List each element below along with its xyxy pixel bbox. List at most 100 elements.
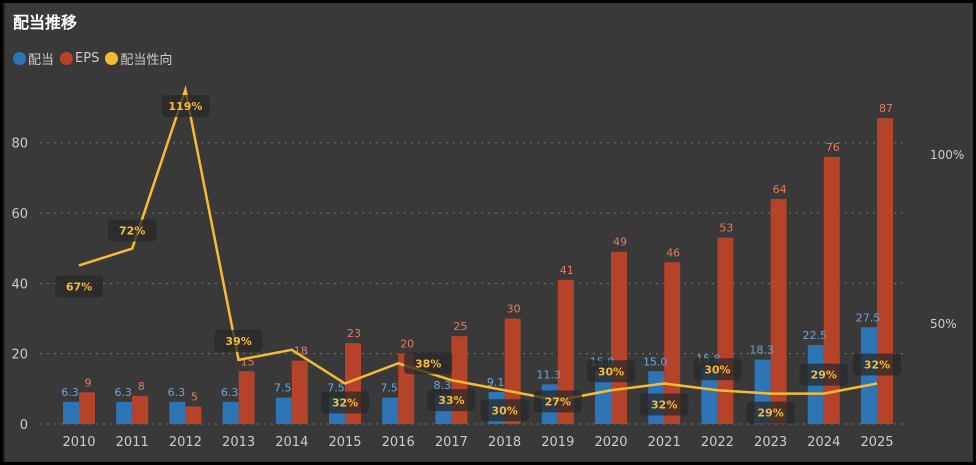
x-tick-label: 2013	[222, 435, 255, 450]
payout-data-label: 33%	[438, 394, 464, 407]
payout-data-label: 32%	[651, 399, 677, 412]
dividend-data-label: 6.3	[221, 386, 239, 399]
eps-data-label: 5	[191, 390, 198, 403]
dividend-data-label: 18.3	[749, 344, 774, 357]
dividend-bar	[595, 371, 611, 424]
dividend-bar	[701, 368, 718, 424]
x-tick-label: 2017	[435, 435, 468, 450]
x-tick-label: 2012	[169, 435, 202, 450]
dividend-data-label: 6.3	[114, 386, 132, 399]
payout-data-label: 67%	[66, 280, 92, 293]
eps-bar	[770, 198, 787, 424]
dividend-data-label: 15.0	[643, 355, 668, 368]
left-tick-label: 40	[11, 277, 28, 292]
payout-label-box	[480, 399, 529, 422]
legend-label: EPS	[75, 51, 100, 66]
eps-bar	[557, 279, 574, 424]
eps-bar	[185, 406, 202, 424]
payout-label-box	[214, 329, 263, 352]
payout-label-box	[693, 358, 742, 381]
eps-bar	[132, 395, 149, 424]
dividend-data-label: 22.5	[803, 329, 828, 342]
eps-bar	[504, 318, 521, 424]
left-tick-label: 60	[11, 207, 28, 222]
payout-label-box	[161, 95, 210, 117]
eps-data-label: 9	[85, 376, 92, 389]
x-tick-label: 2020	[594, 435, 627, 450]
eps-bar	[717, 237, 734, 424]
payout-data-label: 119%	[168, 100, 202, 113]
eps-data-label: 30	[507, 303, 521, 316]
x-tick-label: 2022	[701, 435, 734, 450]
payout-data-label: 72%	[119, 225, 145, 238]
eps-bar	[79, 392, 95, 424]
payout-label-box	[55, 275, 103, 298]
legend-item-eps[interactable]: EPS	[60, 51, 99, 66]
x-tick-label: 2015	[328, 435, 361, 450]
legend-dot-icon	[60, 52, 74, 65]
legend-label: 配当性向	[120, 53, 173, 68]
dividend-bar	[63, 401, 79, 424]
payout-data-label: 32%	[332, 397, 358, 410]
eps-data-label: 64	[773, 183, 787, 196]
eps-data-label: 49	[613, 236, 627, 249]
payout-label-box	[533, 390, 582, 413]
payout-data-label: 30%	[704, 363, 730, 376]
dividend-bar	[861, 327, 877, 424]
eps-bar	[291, 360, 308, 424]
payout-data-label: 30%	[598, 365, 624, 378]
x-tick-label: 2023	[754, 435, 787, 450]
payout-label-box	[321, 391, 369, 414]
x-tick-label: 2024	[807, 435, 840, 450]
dividend-bar	[116, 401, 133, 424]
eps-data-label: 53	[719, 222, 733, 235]
payout-data-label: 38%	[415, 357, 441, 370]
payout-label-box	[108, 219, 157, 242]
payout-label-box	[640, 393, 689, 416]
dividend-bar	[169, 401, 186, 424]
payout-label-box	[853, 353, 901, 376]
dividend-data-label: 7.5	[380, 382, 398, 395]
x-tick-label: 2011	[116, 435, 149, 450]
payout-label-box	[587, 360, 635, 383]
eps-data-label: 25	[453, 320, 467, 333]
x-tick-label: 2014	[275, 435, 308, 450]
dividend-data-label: 6.3	[61, 386, 79, 399]
payout-data-label: 29%	[757, 407, 783, 420]
payout-data-label: 27%	[545, 395, 571, 408]
legend-item-payout[interactable]: 配当性向	[105, 49, 172, 68]
dividend-data-label: 7.5	[327, 382, 345, 395]
payout-data-label: 32%	[864, 359, 890, 372]
dividend-data-label: 11.3	[537, 368, 562, 381]
dividend-bar	[275, 397, 292, 424]
eps-bar	[823, 156, 840, 425]
dividend-data-label: 27.5	[856, 311, 881, 324]
left-tick-label: 20	[11, 348, 28, 363]
eps-data-label: 87	[879, 102, 893, 115]
eps-data-label: 20	[400, 338, 414, 351]
eps-data-label: 46	[666, 246, 680, 259]
eps-data-label: 41	[560, 264, 574, 277]
x-tick-label: 2025	[860, 435, 893, 450]
eps-bar	[238, 371, 255, 424]
legend-label: 配当	[28, 53, 55, 68]
payout-data-label: 30%	[491, 404, 517, 417]
legend: 配当 EPS 配当性向	[13, 49, 172, 68]
dividend-data-label: 8.3	[434, 379, 452, 392]
eps-data-label: 8	[138, 380, 145, 393]
chart-title: 配当推移	[13, 13, 78, 32]
legend-item-dividend[interactable]: 配当	[13, 49, 54, 68]
eps-data-label: 23	[347, 327, 361, 340]
left-tick-label: 80	[11, 137, 28, 152]
dividend-data-label: 6.3	[168, 386, 186, 399]
x-tick-label: 2018	[488, 435, 521, 450]
payout-data-label: 39%	[225, 335, 251, 348]
x-tick-label: 2019	[541, 435, 574, 450]
payout-label-box	[746, 401, 795, 424]
payout-line	[78, 85, 878, 402]
dividend-bar	[222, 401, 239, 424]
x-tick-label: 2010	[62, 435, 95, 450]
payout-label-box	[427, 389, 476, 412]
legend-dot-icon	[105, 52, 119, 65]
